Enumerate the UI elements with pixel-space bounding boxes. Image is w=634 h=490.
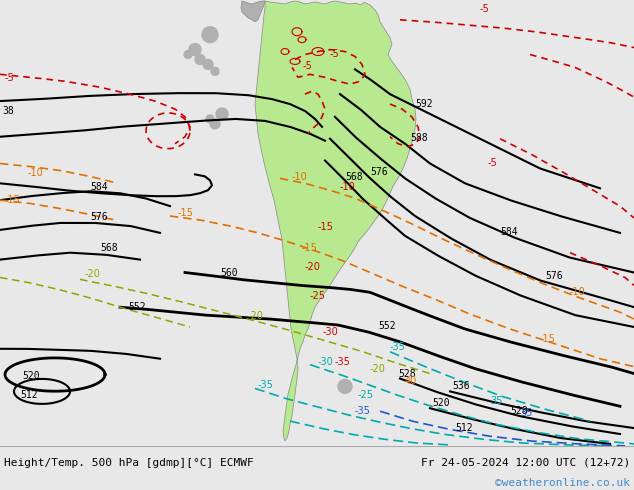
- Circle shape: [211, 68, 219, 75]
- Text: -35: -35: [335, 357, 351, 367]
- Polygon shape: [241, 1, 265, 22]
- Text: -10: -10: [340, 182, 356, 192]
- Text: 552: 552: [128, 302, 146, 312]
- Text: 40: 40: [405, 376, 417, 387]
- Text: 568: 568: [345, 172, 363, 182]
- Circle shape: [203, 59, 213, 70]
- Circle shape: [338, 380, 352, 393]
- Text: 520: 520: [432, 398, 450, 408]
- Text: 576: 576: [370, 168, 387, 177]
- Circle shape: [210, 119, 220, 129]
- Text: 576: 576: [90, 212, 108, 222]
- Text: 35: 35: [520, 408, 533, 418]
- Text: 592: 592: [415, 99, 432, 109]
- Text: 584: 584: [90, 182, 108, 192]
- Text: 512: 512: [455, 423, 472, 433]
- Text: -30: -30: [323, 327, 339, 337]
- Text: -30: -30: [318, 357, 333, 367]
- Text: 588: 588: [410, 133, 427, 143]
- Text: 560: 560: [220, 269, 238, 278]
- Text: -5: -5: [303, 61, 313, 72]
- Polygon shape: [255, 1, 416, 441]
- Text: -25: -25: [310, 291, 326, 301]
- Text: -20: -20: [305, 262, 321, 271]
- Text: 552: 552: [378, 321, 396, 331]
- Text: 512: 512: [20, 391, 37, 400]
- Text: -10: -10: [292, 172, 307, 182]
- Circle shape: [216, 108, 228, 120]
- Text: Fr 24-05-2024 12:00 UTC (12+72): Fr 24-05-2024 12:00 UTC (12+72): [421, 458, 630, 468]
- Text: -25: -25: [358, 391, 374, 400]
- Text: -5: -5: [488, 158, 498, 169]
- Text: -15: -15: [178, 208, 194, 218]
- Text: -5: -5: [330, 49, 340, 59]
- Text: 35: 35: [490, 396, 502, 406]
- Text: 520: 520: [22, 370, 39, 381]
- Circle shape: [195, 54, 205, 64]
- Text: -15: -15: [5, 195, 21, 205]
- Text: -10: -10: [570, 287, 586, 297]
- Text: -35: -35: [390, 342, 406, 352]
- Circle shape: [202, 27, 218, 43]
- Text: 536: 536: [452, 381, 470, 392]
- Text: -15: -15: [318, 222, 334, 232]
- Text: -20: -20: [248, 311, 264, 321]
- Text: 576: 576: [545, 271, 562, 281]
- Text: -15: -15: [302, 243, 318, 253]
- Circle shape: [184, 50, 192, 58]
- Text: 38: 38: [2, 106, 14, 116]
- Text: 568: 568: [100, 243, 118, 253]
- Circle shape: [206, 115, 214, 123]
- Text: ©weatheronline.co.uk: ©weatheronline.co.uk: [495, 478, 630, 488]
- Text: -20: -20: [85, 270, 101, 279]
- Text: -35: -35: [258, 380, 274, 391]
- Text: -15: -15: [540, 334, 556, 344]
- Text: Height/Temp. 500 hPa [gdmp][°C] ECMWF: Height/Temp. 500 hPa [gdmp][°C] ECMWF: [4, 458, 254, 468]
- Text: 528: 528: [398, 368, 416, 379]
- Text: -20: -20: [370, 364, 386, 373]
- Text: -35: -35: [355, 406, 371, 416]
- Text: 528: 528: [510, 406, 527, 416]
- Text: -5: -5: [5, 73, 15, 83]
- Text: 584: 584: [500, 227, 517, 237]
- Text: -5: -5: [480, 4, 489, 14]
- Text: -10: -10: [28, 169, 44, 178]
- Circle shape: [189, 44, 201, 55]
